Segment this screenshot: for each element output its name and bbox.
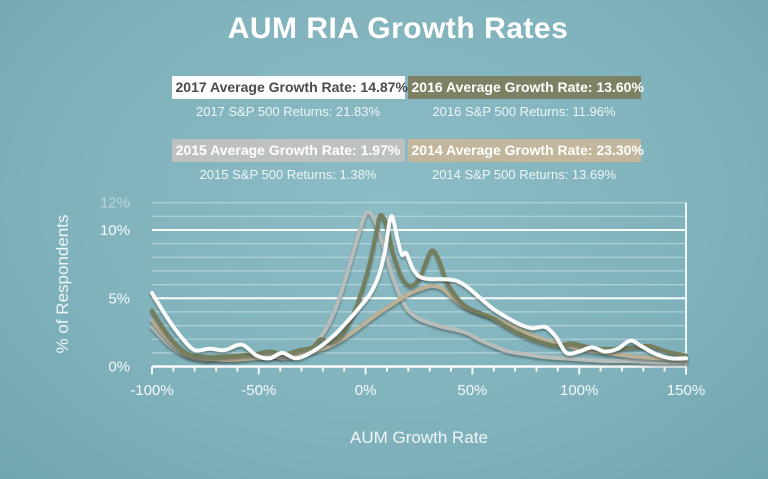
y-tick-label-12: 12% xyxy=(100,195,130,212)
legend-sub-2016: 2016 S&P 500 Returns: 11.96% xyxy=(432,104,616,119)
y-tick-label-5: 5% xyxy=(108,290,130,307)
legend-row-2: 2015 Average Growth Rate: 1.97% 2015 S&P… xyxy=(171,139,644,182)
chart-series xyxy=(150,210,688,365)
legend-box-2014: 2014 Average Growth Rate: 23.30% xyxy=(407,139,644,162)
legend-sub-2017: 2017 S&P 500 Returns: 21.83% xyxy=(195,104,381,119)
y-tick-label-10: 10% xyxy=(100,222,130,239)
legend: 2017 Average Growth Rate: 14.87% 2017 S&… xyxy=(22,76,768,202)
x-tick-label--100: -100% xyxy=(130,382,173,399)
legend-box-2017: 2017 Average Growth Rate: 14.87% xyxy=(171,76,408,99)
legend-item-2016: 2016 Average Growth Rate: 13.60% 2016 S&… xyxy=(407,76,644,119)
gridlines xyxy=(152,202,687,367)
y-tick-label-0: 0% xyxy=(108,359,130,376)
x-tick-label-0: 0% xyxy=(355,382,377,399)
legend-row-1: 2017 Average Growth Rate: 14.87% 2017 S&… xyxy=(171,76,644,119)
page-title: AUM RIA Growth Rates xyxy=(227,12,569,45)
x-tick-label-50: 50% xyxy=(457,382,487,399)
x-tick-label-100: 100% xyxy=(560,382,598,399)
legend-item-2015: 2015 Average Growth Rate: 1.97% 2015 S&P… xyxy=(171,139,405,182)
x-tick-label-150: 150% xyxy=(667,382,705,399)
y-axis-title: % of Respondents xyxy=(53,215,72,354)
legend-item-2014: 2014 Average Growth Rate: 23.30% 2014 S&… xyxy=(407,139,644,182)
legend-box-2015: 2015 Average Growth Rate: 1.97% xyxy=(171,139,405,162)
legend-sub-2015: 2015 S&P 500 Returns: 1.38% xyxy=(199,167,377,182)
series-curve-2016 xyxy=(150,212,688,360)
x-tick-label--50: -50% xyxy=(241,382,276,399)
axes xyxy=(151,365,687,375)
legend-sub-2014: 2014 S&P 500 Returns: 13.69% xyxy=(431,167,617,182)
legend-box-2016: 2016 Average Growth Rate: 13.60% xyxy=(407,76,644,99)
legend-item-2017: 2017 Average Growth Rate: 14.87% 2017 S&… xyxy=(171,76,408,119)
x-axis-title: AUM Growth Rate xyxy=(350,428,488,447)
tick-labels: -100% -50% 0% 50% 100% 150% 0% 5% 10% 12% xyxy=(100,195,705,399)
series-curve-2017 xyxy=(150,214,688,361)
